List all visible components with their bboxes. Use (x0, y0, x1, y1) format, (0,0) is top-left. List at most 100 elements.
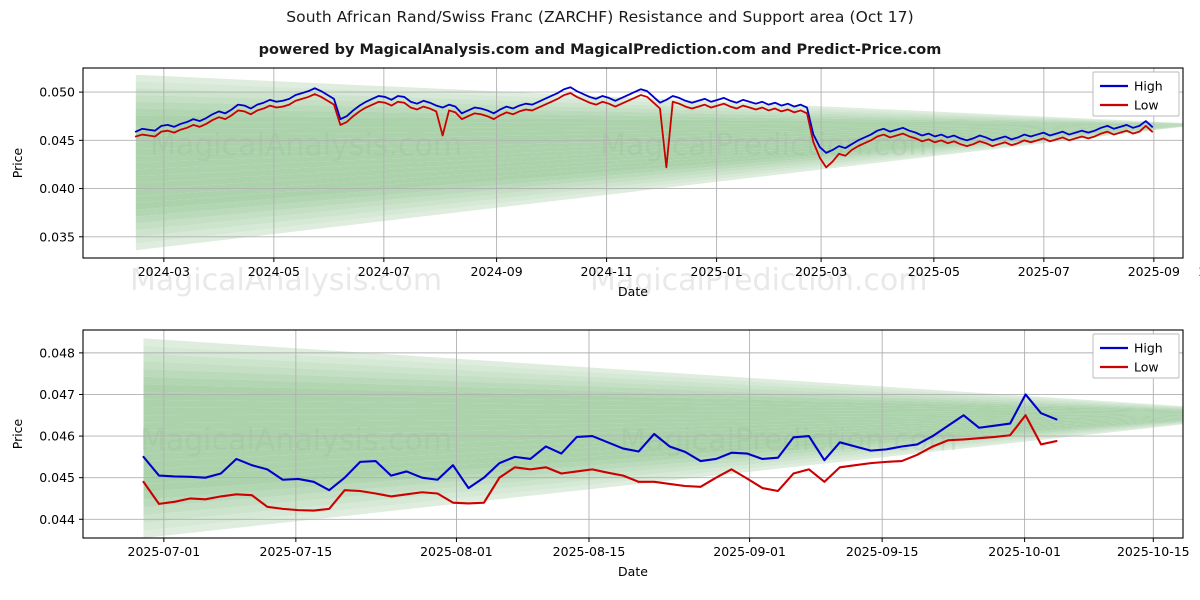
band-slice (135, 108, 1183, 124)
y-tick-label: 0.045 (39, 470, 75, 485)
band-slice (135, 125, 1183, 204)
band-slice (135, 115, 1183, 125)
series-group (142, 393, 1058, 512)
y-axis: 0.035 0.040 0.045 0.050 (39, 85, 83, 244)
band-slice (143, 376, 1183, 411)
band-slice (143, 421, 1183, 515)
series-group (134, 86, 1154, 169)
band-slice (143, 407, 1183, 416)
band-slice (143, 413, 1183, 431)
band-slice (143, 413, 1183, 423)
x-axis-label: Date (618, 284, 648, 299)
y-tick-label: 0.046 (39, 429, 75, 444)
x-tick-label: 2025-05 (908, 264, 960, 279)
x-tick-label: 2024-09 (470, 264, 522, 279)
band-slice (135, 125, 1183, 217)
chart-legend: High Low (1092, 71, 1180, 117)
band-slice (135, 126, 1183, 224)
series-line-low (142, 414, 1058, 512)
band-slice (135, 126, 1183, 244)
y-tick-label: 0.047 (39, 387, 75, 402)
x-tick-label: 2024-05 (248, 264, 300, 279)
x-tick-label: 2025-03 (795, 264, 847, 279)
plot-frame (82, 329, 1184, 539)
band-slice (135, 124, 1183, 136)
band-slice (135, 125, 1183, 177)
band-slice (143, 416, 1183, 462)
x-tick-label: 2024-03 (138, 264, 190, 279)
y-tick-label: 0.048 (39, 345, 75, 360)
band-slice (143, 346, 1183, 408)
band-slice (143, 423, 1183, 531)
band-slice (143, 414, 1183, 439)
band-slice (135, 124, 1183, 143)
x-tick-label: 2025-08-01 (420, 544, 493, 559)
support-resistance-band (143, 338, 1183, 538)
x-axis-label: Date (618, 564, 648, 579)
band-slice (135, 74, 1183, 124)
x-tick-label: 2025-08-15 (553, 544, 626, 559)
page-title: South African Rand/Swiss Franc (ZARCHF) … (286, 8, 914, 26)
band-slice (143, 418, 1183, 477)
series-line-high (142, 393, 1058, 492)
legend-item-high-label: High (1134, 341, 1163, 356)
band-slice (135, 126, 1183, 231)
band-slice (135, 101, 1183, 124)
x-tick-label: 2025-09-15 (846, 544, 919, 559)
band-slice (143, 419, 1183, 492)
x-tick-label: 2025-09-01 (713, 544, 786, 559)
y-tick-label: 0.040 (39, 181, 75, 196)
chart-svg-top: MagicalAnalysis.com MagicalPrediction.com… (10, 67, 1200, 299)
band-slice (143, 415, 1183, 446)
x-tick-label: 2024-07 (358, 264, 410, 279)
series-line-high (134, 86, 1154, 154)
band-slice (143, 399, 1183, 413)
band-slice (143, 418, 1183, 485)
series-line-low (134, 92, 1154, 169)
legend-item-low-label: Low (1134, 360, 1159, 375)
y-tick-label: 0.035 (39, 229, 75, 244)
band-slice (143, 369, 1183, 410)
band-slice (135, 125, 1183, 197)
grid-lines (83, 68, 1183, 258)
legend-item-low-label: Low (1134, 98, 1159, 113)
band-slice (135, 126, 1183, 237)
x-tick-label: 2025-07 (1018, 264, 1070, 279)
chart-panel-top: MagicalAnalysis.com MagicalPrediction.com… (0, 60, 1200, 320)
y-axis-label: Price (10, 147, 25, 178)
x-tick-label: 2025-11 (1199, 264, 1200, 279)
y-tick-label: 0.044 (39, 512, 75, 527)
band-slice (135, 122, 1183, 129)
page-subtitle: powered by MagicalAnalysis.com and Magic… (258, 42, 942, 58)
x-tick-label: 2025-07-15 (260, 544, 333, 559)
band-slice (135, 125, 1183, 183)
watermark-text: MagicalPrediction.com (590, 263, 928, 298)
y-axis-label: Price (10, 418, 25, 449)
x-tick-label: 2024-11 (580, 264, 632, 279)
y-axis: 0.044 0.045 0.046 0.047 0.048 (39, 345, 83, 527)
y-tick-label: 0.050 (39, 85, 75, 100)
band-slice (143, 415, 1183, 454)
watermark-text: MagicalAnalysis.com (130, 263, 442, 298)
x-tick-label: 2025-07-01 (128, 544, 201, 559)
band-slice (143, 420, 1183, 508)
x-axis: 2024-03 2024-05 2024-07 2024-09 2024-11 2025-… (138, 258, 1200, 279)
plot-frame (82, 67, 1184, 259)
chart-svg-bottom: MagicalAnalysis.comMagicalPrediction.com… (10, 329, 1190, 579)
band-slice (143, 338, 1183, 407)
band-slice (143, 361, 1183, 409)
x-tick-label: 2025-09 (1128, 264, 1180, 279)
band-slice (143, 392, 1183, 412)
y-tick-label: 0.045 (39, 133, 75, 148)
band-slice (135, 124, 1183, 150)
band-slice (143, 384, 1183, 412)
band-slice (143, 422, 1183, 523)
x-axis: 2025-07-01 2025-07-15 2025-08-01 2025-08-15… (128, 538, 1190, 559)
x-tick-label: 2025-10-01 (988, 544, 1061, 559)
x-tick-label: 2025-01 (690, 264, 742, 279)
chart-legend: High Low (1092, 333, 1180, 379)
legend-item-high-label: High (1134, 79, 1163, 94)
band-slice (143, 417, 1183, 469)
x-tick-label: 2025-10-15 (1117, 544, 1190, 559)
